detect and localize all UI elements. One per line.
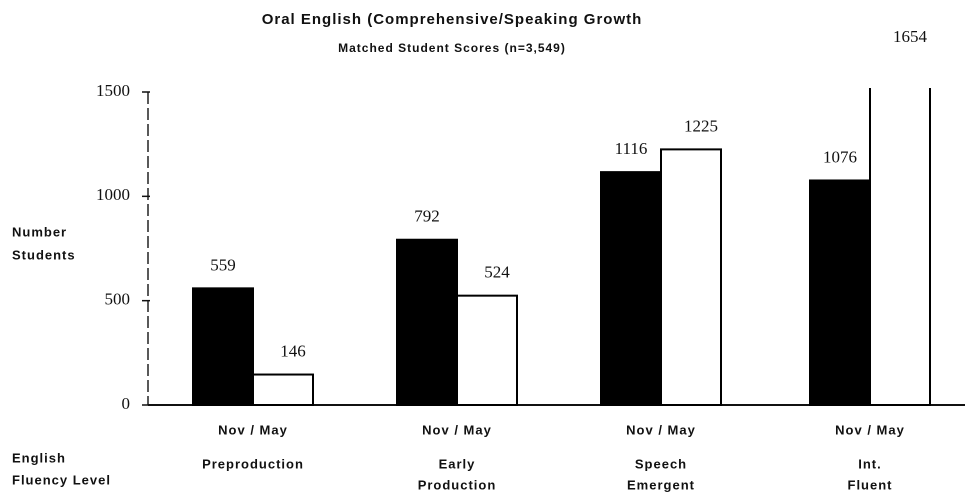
data-label: 146 — [280, 341, 306, 360]
data-label: 792 — [414, 207, 440, 226]
data-label: 1225 — [684, 116, 718, 135]
x-tick-label: Production — [418, 477, 497, 492]
group-label: Nov / May — [422, 422, 492, 437]
bar — [252, 373, 314, 407]
data-label: 1076 — [823, 147, 857, 166]
data-label: 524 — [484, 263, 510, 282]
chart-subtitle: Matched Student Scores (n=3,549) — [338, 41, 566, 55]
bar — [660, 148, 722, 406]
y-axis-label: Number — [12, 224, 67, 239]
x-tick-label: Early — [439, 456, 476, 471]
y-tick-label: 1500 — [96, 81, 130, 100]
bar — [869, 88, 931, 407]
x-tick-label: Int. — [858, 456, 882, 471]
group-label: Nov / May — [835, 422, 905, 437]
x-tick-label: Emergent — [627, 477, 695, 492]
y-tick-label: 1000 — [96, 185, 130, 204]
x-tick-label: Preproduction — [202, 456, 304, 471]
group-label: Nov / May — [626, 422, 696, 437]
bar — [396, 238, 458, 406]
bar — [809, 179, 871, 406]
bar — [192, 287, 254, 407]
y-tick-label: 0 — [122, 394, 131, 413]
plot-area — [192, 88, 931, 407]
y-tick-label: 500 — [105, 290, 131, 309]
y-axis-label: Students — [12, 247, 76, 262]
x-axis-label: Fluency Level — [12, 472, 111, 487]
data-label: 1116 — [615, 139, 648, 158]
x-tick-label: Speech — [635, 456, 687, 471]
x-tick-label: Fluent — [848, 477, 893, 492]
data-label: 559 — [210, 255, 236, 274]
bar — [600, 171, 662, 406]
bar — [456, 294, 518, 406]
group-label: Nov / May — [218, 422, 288, 437]
chart-title: Oral English (Comprehensive/Speaking Gro… — [262, 11, 643, 28]
x-axis-label: English — [12, 450, 66, 465]
data-label: 1654 — [893, 27, 928, 46]
